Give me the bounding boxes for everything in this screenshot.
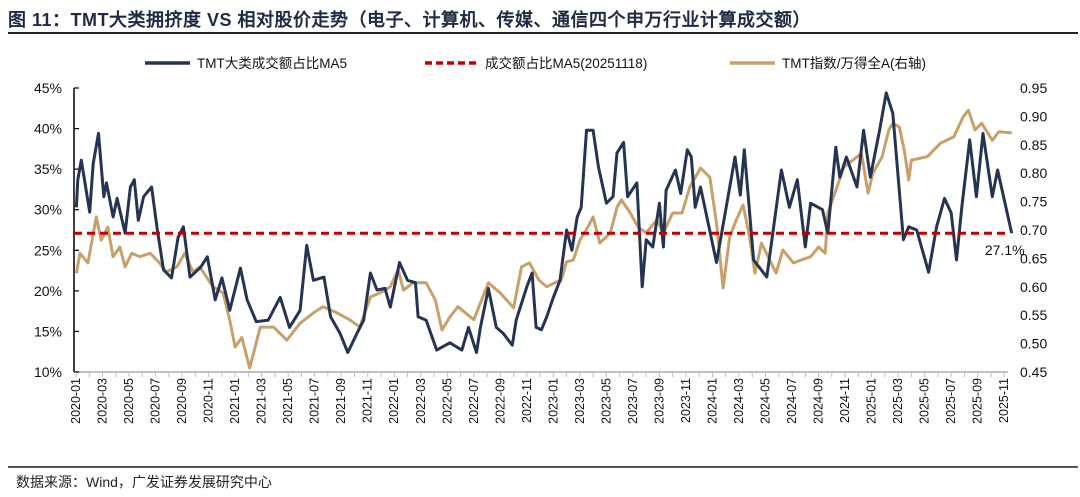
left-tick-label: 10% xyxy=(34,364,62,380)
x-tick-label: 2022-11 xyxy=(520,378,534,423)
top-divider xyxy=(8,32,1078,34)
x-tick-label: 2024-07 xyxy=(785,378,799,424)
right-tick-label: 0.65 xyxy=(1020,250,1047,266)
x-tick-label: 2021-11 xyxy=(361,378,375,423)
left-tick-label: 25% xyxy=(34,242,62,258)
x-tick-label: 2025-11 xyxy=(997,378,1011,423)
x-tick-label: 2022-09 xyxy=(493,378,507,424)
legend-label-current: 成交额占比MA5(20251118) xyxy=(485,55,647,71)
right-tick-label: 0.85 xyxy=(1020,137,1047,153)
left-tick-label: 30% xyxy=(34,202,62,218)
right-tick-label: 0.50 xyxy=(1020,336,1047,352)
x-tick-label: 2024-11 xyxy=(838,378,852,423)
annotation-label: 27.1% xyxy=(985,242,1025,258)
x-tick-label: 2021-09 xyxy=(334,378,348,424)
right-tick-label: 0.95 xyxy=(1020,80,1047,96)
x-tick-label: 2021-07 xyxy=(308,378,322,424)
x-tick-label: 2025-01 xyxy=(865,378,879,424)
series-line-tmt-share xyxy=(74,91,1014,354)
x-tick-label: 2020-07 xyxy=(149,378,163,424)
legend: TMT大类成交额占比MA5 成交额占比MA5(20251118) TMT指数/万… xyxy=(145,55,926,71)
x-tick-label: 2025-07 xyxy=(944,378,958,424)
right-tick-label: 0.60 xyxy=(1020,279,1047,295)
left-tick-label: 15% xyxy=(34,323,62,339)
right-tick-label: 0.70 xyxy=(1020,222,1047,238)
x-tick-label: 2022-05 xyxy=(440,378,454,424)
left-tick-label: 40% xyxy=(34,121,62,137)
bottom-divider xyxy=(8,466,1078,468)
x-tick-label: 2023-05 xyxy=(599,378,613,424)
figure-title: 图 11：TMT大类拥挤度 VS 相对股价走势（电子、计算机、传媒、通信四个申万… xyxy=(8,10,812,30)
x-tick-label: 2025-03 xyxy=(891,378,905,424)
x-tick-label: 2023-11 xyxy=(679,378,693,423)
left-tick-label: 45% xyxy=(34,80,62,96)
right-tick-label: 0.75 xyxy=(1020,194,1047,210)
x-tick-label: 2024-03 xyxy=(732,378,746,424)
right-tick-label: 0.45 xyxy=(1020,364,1047,380)
x-tick-label: 2025-09 xyxy=(971,378,985,424)
x-tick-label: 2022-03 xyxy=(414,378,428,424)
x-tick-label: 2020-01 xyxy=(69,378,83,424)
legend-label-relative-index: TMT指数/万得全A(右轴) xyxy=(782,55,926,71)
x-tick-label: 2023-03 xyxy=(573,378,587,424)
right-tick-label: 0.55 xyxy=(1020,307,1047,323)
x-tick-label: 2020-03 xyxy=(96,378,110,424)
right-tick-label: 0.80 xyxy=(1020,165,1047,181)
x-tick-label: 2024-05 xyxy=(759,378,773,424)
right-tick-label: 0.90 xyxy=(1020,108,1047,124)
left-tick-label: 20% xyxy=(34,283,62,299)
x-tick-label: 2020-05 xyxy=(122,378,136,424)
x-tick-label: 2021-03 xyxy=(255,378,269,424)
x-tick-label: 2023-07 xyxy=(626,378,640,424)
x-tick-label: 2024-09 xyxy=(812,378,826,424)
x-tick-label: 2025-05 xyxy=(918,378,932,424)
legend-label-tmt-share: TMT大类成交额占比MA5 xyxy=(197,55,347,71)
source-note: 数据来源：Wind，广发证券发展研究中心 xyxy=(16,474,272,490)
x-tick-label: 2023-09 xyxy=(652,378,666,424)
x-tick-label: 2022-01 xyxy=(387,378,401,424)
x-tick-label: 2020-11 xyxy=(202,378,216,423)
x-tick-label: 2021-05 xyxy=(281,378,295,424)
series-line-relative-index xyxy=(74,108,1012,370)
x-tick-label: 2020-09 xyxy=(175,378,189,424)
left-tick-label: 35% xyxy=(34,161,62,177)
x-tick-label: 2021-01 xyxy=(228,378,242,424)
x-tick-label: 2022-07 xyxy=(467,378,481,424)
x-tick-label: 2024-01 xyxy=(705,378,719,424)
x-tick-label: 2023-01 xyxy=(546,378,560,424)
